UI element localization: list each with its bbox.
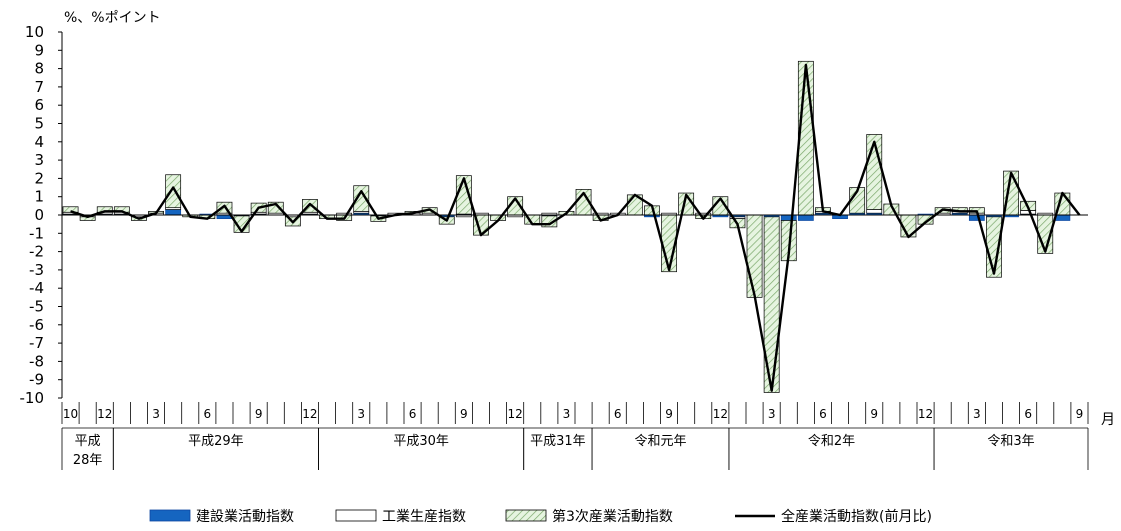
bar-hatched	[165, 174, 182, 209]
y-tick-label: -8	[29, 352, 44, 370]
x-month-label: 6	[409, 407, 417, 421]
x-month-label: 9	[460, 407, 468, 421]
era-label: 平成31年	[530, 434, 586, 449]
y-tick-label: -4	[29, 279, 44, 297]
x-axis: 10 12 3 6 9 12 3 6 9 12 3 6 9 12 3 6 9 12 3 6 9 平成 28年 平成29年 平成3…	[61, 402, 1089, 470]
x-month-label: 9	[1076, 407, 1084, 421]
bar-white	[1020, 210, 1037, 215]
x-month-label: 12	[713, 407, 728, 421]
bar-hatched	[763, 216, 780, 393]
legend-label: 建設業活動指数	[196, 509, 294, 525]
x-month-label: 9	[255, 407, 263, 421]
x-month-label: 6	[1024, 407, 1032, 421]
y-tick-label: -10	[20, 389, 45, 407]
bar-hatched	[541, 215, 558, 228]
x-month-label: 10	[63, 407, 78, 421]
bar-hatched	[267, 201, 284, 214]
bar-solid	[797, 214, 814, 221]
x-month-label: 12	[302, 407, 317, 421]
bar-white	[866, 209, 883, 214]
y-tick-label: 1	[34, 188, 44, 206]
y-tick-label: -5	[29, 298, 44, 316]
y-tick-label: 10	[25, 23, 44, 41]
bar-solid	[968, 214, 985, 221]
line-series-all-industry	[70, 63, 1081, 392]
bar-solid	[1054, 214, 1071, 221]
bar-hatched	[746, 214, 763, 298]
legend-swatch-white	[335, 509, 377, 522]
y-tick-label: 7	[34, 78, 44, 96]
y-tick-label: 9	[34, 41, 44, 59]
y-tick-label: 2	[34, 169, 44, 187]
era-label: 28年	[73, 453, 103, 468]
legend-swatch-solid	[149, 509, 191, 522]
x-month-label: 12	[508, 407, 523, 421]
x-month-label: 6	[614, 407, 622, 421]
x-month-label: 3	[768, 407, 776, 421]
x-month-label: 3	[563, 407, 571, 421]
y-tick-label: -3	[29, 261, 44, 279]
bar-solid	[165, 209, 182, 216]
y-axis-unit-label: %、%ポイント	[64, 10, 161, 26]
x-month-label: 6	[819, 407, 827, 421]
era-label: 令和2年	[808, 434, 855, 449]
era-label: 平成30年	[393, 434, 449, 449]
y-tick-label: 3	[34, 151, 44, 169]
y-tick-label: 8	[34, 60, 44, 78]
legend-swatch-hatched	[505, 509, 547, 522]
x-month-label: 3	[152, 407, 160, 421]
era-label: 令和3年	[987, 434, 1034, 449]
era-label: 平成	[75, 434, 101, 449]
bar-hatched	[797, 60, 814, 216]
legend-label: 全産業活動指数(前月比)	[781, 508, 932, 525]
x-month-label: 12	[918, 407, 933, 421]
x-month-label: 3	[973, 407, 981, 421]
y-tick-label: 6	[34, 96, 44, 114]
era-label: 令和元年	[634, 434, 686, 449]
y-tick-label: -9	[29, 371, 44, 389]
legend-label: 工業生産指数	[382, 509, 466, 525]
bar-solid	[780, 214, 797, 221]
legend: 建設業活動指数 工業生産指数 第3次産業活動指数 全産業活動指数(前月比)	[149, 508, 932, 525]
legend-label: 第3次産業活動指数	[552, 508, 673, 525]
y-tick-label: -7	[29, 334, 44, 352]
line-series-group	[70, 63, 1081, 392]
y-tick-label: -1	[29, 224, 44, 242]
y-tick-label: -6	[29, 316, 44, 334]
y-tick-label: -2	[29, 243, 44, 261]
x-axis-unit-label: 月	[1101, 412, 1115, 428]
x-month-label: 3	[357, 407, 365, 421]
bar-hatched	[353, 185, 370, 212]
y-tick-label: 0	[34, 206, 44, 224]
x-month-label: 9	[665, 407, 673, 421]
era-label: 平成29年	[188, 434, 244, 449]
x-month-label: 12	[97, 407, 112, 421]
y-tick-label: 5	[34, 115, 44, 133]
x-month-label: 6	[204, 407, 212, 421]
y-tick-label: 4	[34, 133, 44, 151]
x-month-label: 9	[870, 407, 878, 421]
